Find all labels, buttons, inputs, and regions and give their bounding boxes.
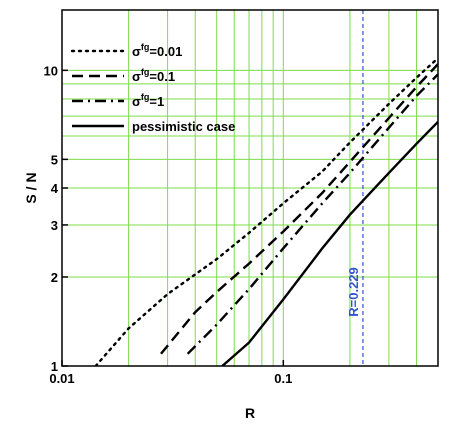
y-tick-label: 3 [51,218,58,233]
grid-layer [62,10,438,366]
x-tick-label: 0.01 [49,371,74,386]
series-line-solid [221,120,438,366]
legend: σfg=0.01 σfg=0.1 σfg=1 pessimistic case [70,42,235,134]
legend-label: σfg=1 [132,92,164,109]
ticks-layer: 0.01 0.1 1 2 3 4 5 10 [44,63,293,386]
y-tick-label: 4 [51,181,59,196]
y-tick-label: 5 [51,152,58,167]
y-tick-label: 2 [51,270,58,285]
series-layer [94,56,438,366]
series-line-dashed [160,63,438,355]
series-line-dashdot [186,73,438,355]
legend-label: σfg=0.1 [132,67,175,84]
annotation-layer: R=0.229 [346,10,364,366]
annotation-label: R=0.229 [346,267,361,317]
y-tick-label: 10 [44,63,58,78]
x-axis-label: R [245,405,255,421]
y-axis-label: S / N [23,172,39,203]
legend-label: pessimistic case [132,119,235,134]
series-line-dotted [94,56,438,366]
y-tick-label: 1 [51,359,58,374]
legend-label: σfg=0.01 [132,42,182,59]
x-tick-label: 0.1 [274,371,292,386]
